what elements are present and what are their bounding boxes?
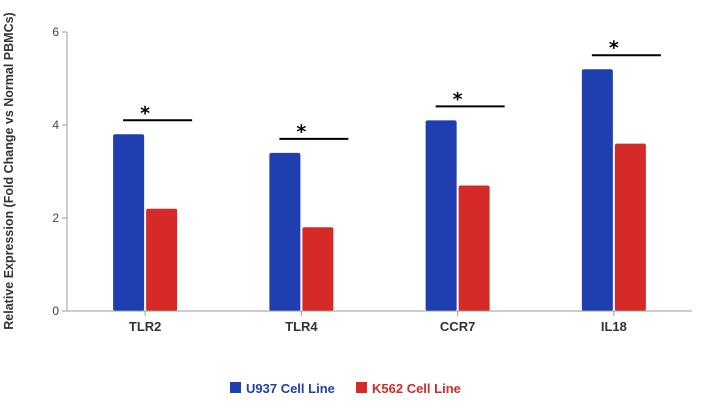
bar-tlr2-u937	[113, 134, 145, 311]
bar-tlr2-k562	[146, 208, 178, 311]
bars	[113, 69, 646, 311]
significance-star: *	[296, 121, 306, 143]
bar-il18-u937	[581, 69, 613, 311]
y-tick-label: 4	[52, 118, 59, 132]
y-axis: 0 2 4 6	[52, 25, 68, 318]
significance-annotations: * * * *	[123, 37, 661, 143]
bar-tlr4-u937	[269, 152, 301, 311]
legend: U937 Cell Line K562 Cell Line	[230, 381, 461, 396]
legend-label: U937 Cell Line	[246, 381, 335, 396]
x-tick-label: IL18	[601, 319, 627, 334]
x-axis: TLR2 TLR4 CCR7 IL18	[67, 310, 692, 334]
x-tick-label: TLR4	[285, 319, 318, 334]
y-tick-label: 6	[52, 25, 59, 39]
legend-swatch	[230, 382, 241, 393]
significance-star: *	[609, 37, 619, 59]
significance-star: *	[453, 88, 463, 110]
x-tick-label: TLR2	[129, 319, 162, 334]
bar-ccr7-u937	[425, 120, 457, 311]
y-tick-label: 0	[52, 304, 59, 318]
bar-ccr7-k562	[458, 185, 490, 311]
y-tick-label: 2	[52, 211, 59, 225]
legend-swatch	[356, 382, 367, 393]
bar-il18-k562	[614, 143, 646, 311]
significance-star: *	[140, 102, 150, 124]
x-tick-label: CCR7	[440, 319, 475, 334]
bar-tlr4-k562	[302, 227, 334, 311]
legend-label: K562 Cell Line	[372, 381, 461, 396]
y-axis-label: Relative Expression (Fold Change vs Norm…	[2, 12, 16, 329]
